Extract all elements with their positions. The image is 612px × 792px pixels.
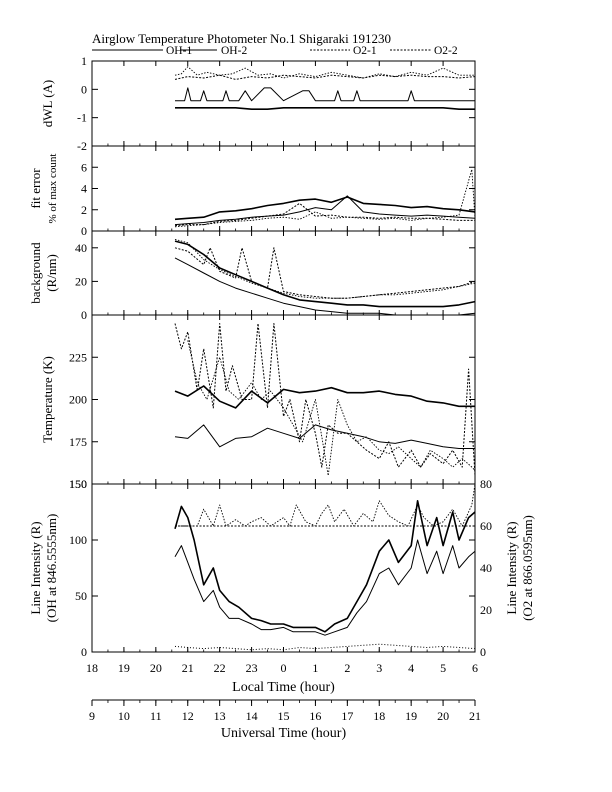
y-axis-label: Line Intensity (R): [28, 521, 43, 614]
y-tick-label: 175: [69, 435, 87, 449]
y-tick-label: 2: [81, 203, 87, 217]
series-line-oh-1: [174, 196, 476, 221]
y-right-axis-label: (O2 at 866.0595nm): [520, 515, 535, 621]
legend-label-o2-1: O2-1: [353, 45, 377, 57]
y-tick-label: 200: [69, 393, 87, 407]
local-time-tick-label: 19: [118, 661, 130, 675]
panel-frame: [91, 145, 476, 232]
local-time-tick-label: 2: [344, 661, 350, 675]
panel-dwl: 1 0 -1 -2 dWL (A): [40, 54, 476, 153]
y-tick-label: 6: [81, 160, 87, 174]
local-time-tick-label: 4: [408, 661, 414, 675]
series-line-o2-2: [187, 340, 476, 477]
panel-temp: 225 200 175 150 Temperature (K): [40, 314, 476, 491]
y-tick-label: 50: [75, 589, 87, 603]
series-line-oh-1: [174, 240, 476, 308]
universal-time-tick-label: 9: [89, 709, 95, 723]
y-right-tick-label: 80: [480, 477, 492, 491]
y-axis-label: % of max count: [47, 154, 59, 224]
series-line-oh-2: [174, 539, 476, 636]
universal-time-tick-label: 14: [246, 709, 258, 723]
series-line-o2-2: [175, 483, 476, 527]
y-right-tick-label: 20: [480, 603, 492, 617]
local-time-tick-label: 6: [472, 661, 478, 675]
panel-frame: [91, 230, 476, 316]
series-line-o2-1: [174, 247, 476, 299]
y-tick-label: 0: [81, 82, 87, 96]
y-tick-label: 1: [81, 54, 87, 68]
y-tick-label: 150: [69, 477, 87, 491]
y-tick-label: 225: [69, 350, 87, 364]
local-time-axis-label: Local Time (hour): [232, 680, 335, 695]
panel-frame: [91, 314, 476, 485]
y-axis-label: Temperature (K): [40, 356, 55, 443]
universal-time-tick-label: 17: [341, 709, 353, 723]
universal-time-axis-label: Universal Time (hour): [221, 726, 347, 741]
universal-time-tick-label: 11: [150, 709, 162, 723]
universal-time-tick-label: 21: [469, 709, 481, 723]
y-tick-label: -2: [77, 139, 87, 153]
panel-frame: [91, 60, 476, 147]
panel-bg: 40 20 0 background (R/nm): [28, 230, 476, 322]
universal-time-tick-label: 10: [118, 709, 130, 723]
y-axis-label: background: [28, 242, 43, 304]
universal-time-tick-label: 18: [373, 709, 385, 723]
legend-label-oh-2: OH-2: [221, 45, 247, 57]
panel-frame: [91, 483, 476, 653]
legend-label-oh-1: OH-1: [166, 45, 192, 57]
legend: OH-1 OH-2 O2-1 O2-2: [92, 45, 458, 57]
series-line-oh-2: [175, 87, 475, 102]
local-time-tick-label: 23: [246, 661, 258, 675]
y-tick-label: 40: [75, 241, 87, 255]
universal-time-tick-label: 15: [278, 709, 290, 723]
local-time-tick-label: 22: [214, 661, 226, 675]
universal-time-tick-label: 13: [214, 709, 226, 723]
y-right-tick-label: 40: [480, 561, 492, 575]
chart-title: Airglow Temperature Photometer No.1 Shig…: [92, 31, 391, 46]
local-time-tick-label: 18: [86, 661, 98, 675]
series-line-o2-1: [174, 323, 476, 476]
y-axis-label: (OH at 846.5555nm): [44, 514, 59, 623]
y-tick-label: 4: [81, 182, 87, 196]
series-line-oh-1: [174, 499, 476, 633]
local-time-tick-label: 5: [440, 661, 446, 675]
y-tick-label: -1: [77, 111, 87, 125]
y-right-axis-label: Line Intensity (R): [504, 521, 519, 614]
y-tick-label: 0: [81, 308, 87, 322]
y-tick-label: 20: [75, 274, 87, 288]
local-time-tick-label: 20: [150, 661, 162, 675]
y-right-tick-label: 60: [480, 519, 492, 533]
y-tick-label: 0: [81, 645, 87, 659]
y-tick-label: 150: [69, 477, 87, 491]
local-time-tick-label: 3: [376, 661, 382, 675]
series-line-oh-1: [175, 107, 475, 110]
series-line-oh-2: [174, 424, 475, 449]
series-line-o2-2: [174, 238, 476, 299]
local-time-tick-label: 21: [182, 661, 194, 675]
local-time-tick-label: 1: [312, 661, 318, 675]
y-axis-label: dWL (A): [40, 80, 55, 128]
y-tick-label: 0: [81, 224, 87, 238]
series-line-o2-2: [174, 66, 475, 79]
y-tick-label: 100: [69, 533, 87, 547]
y-right-tick-label: 0: [480, 645, 486, 659]
panel-fit: 6 4 2 0 fit error % of max count: [28, 145, 476, 238]
legend-label-o2-2: O2-2: [434, 45, 458, 57]
series-line-oh-2: [174, 195, 476, 226]
series-line-o2-1: [174, 74, 476, 80]
y-axis-label: (R/nm): [44, 254, 59, 292]
local-time-tick-label: 0: [281, 661, 287, 675]
series-line-oh-1: [174, 385, 475, 409]
universal-time-tick-label: 20: [437, 709, 449, 723]
series-line-o2-2: [174, 168, 476, 228]
y-axis-label: fit error: [28, 168, 43, 209]
universal-time-tick-label: 16: [309, 709, 321, 723]
universal-time-tick-label: 19: [405, 709, 417, 723]
universal-time-tick-label: 12: [182, 709, 194, 723]
